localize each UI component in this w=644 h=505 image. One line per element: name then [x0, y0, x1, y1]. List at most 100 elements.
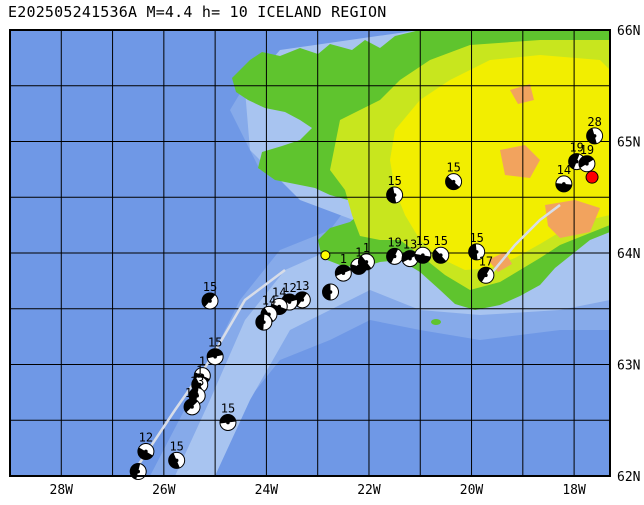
beachball-quadrant [350, 264, 367, 275]
event-marker[interactable]: 15 [414, 234, 432, 264]
event-marker[interactable] [322, 283, 340, 301]
main-event-marker[interactable] [585, 170, 599, 184]
event-depth-label: 15 [387, 174, 401, 188]
beachball-center [392, 254, 397, 259]
beachball-center [190, 405, 194, 409]
event-marker[interactable]: 12 [137, 430, 155, 460]
beachball-center [174, 458, 179, 463]
beachball-center [287, 300, 292, 304]
event-marker[interactable]: 15 [432, 234, 450, 264]
event-marker[interactable]: 19 [578, 143, 596, 173]
beachball-quadrant [219, 414, 236, 424]
event-marker[interactable] [129, 463, 147, 481]
lat-tick-label: 66N [617, 24, 640, 39]
beachball-quadrant [477, 267, 491, 283]
beachball-center [574, 159, 579, 164]
lon-tick-label: 22W [357, 483, 381, 498]
lat-tick-label: 63N [617, 359, 640, 374]
event-depth-label: 15 [203, 280, 217, 294]
event-marker[interactable]: 15 [168, 439, 186, 469]
event-depth-label: 13 [403, 238, 417, 252]
beachball-center [300, 298, 305, 302]
lon-tick-label: 28W [50, 483, 74, 498]
event-depth-label: 19 [387, 235, 401, 249]
event-depth-label: 1 [340, 252, 347, 266]
event-marker[interactable]: 18 [183, 386, 201, 416]
beachball-center [213, 354, 217, 359]
beachball-center [484, 273, 488, 278]
lon-tick-label: 26W [152, 483, 176, 498]
event-depth-label: 14 [557, 163, 571, 177]
event-marker[interactable]: 17 [477, 254, 495, 284]
event-marker[interactable]: 15 [219, 401, 237, 431]
event-depth-label: 14 [262, 293, 276, 307]
event-marker[interactable]: 28 [586, 115, 604, 145]
beachball-center [226, 420, 230, 425]
lat-tick-label: 65N [617, 136, 640, 151]
beachball-quadrant [555, 183, 572, 192]
event-depth-label: 17 [479, 254, 493, 268]
event-depth-label: 1 [199, 355, 206, 369]
event-depth-label: 15 [434, 234, 448, 248]
event-depth-label: 18 [185, 386, 199, 400]
event-depth-label: 1 [355, 245, 362, 259]
event-depth-label: 1 [363, 241, 370, 255]
beachball-center [474, 250, 479, 254]
event-marker[interactable]: 15 [386, 174, 404, 204]
beachball-center [421, 253, 425, 258]
beachball-center [277, 304, 282, 309]
map-title: E202505241536A M=4.4 h= 10 ICELAND REGIO… [8, 3, 387, 21]
beachball-center [195, 393, 199, 398]
beachball-center [208, 299, 212, 303]
lon-tick-label: 18W [562, 483, 586, 498]
event-depth-label: 13 [190, 375, 204, 389]
land-peak-2 [545, 200, 600, 238]
beachball-quadrant [468, 243, 478, 260]
event-marker[interactable]: 15 [206, 336, 224, 366]
event-depth-label: 1 [196, 364, 203, 378]
beachball-center [562, 182, 566, 186]
event-depth-label: 12 [139, 430, 153, 444]
event-marker[interactable]: 15 [468, 231, 486, 261]
beachball-quadrant [386, 187, 397, 204]
lat-tick-label: 62N [617, 470, 640, 485]
island-small [431, 319, 441, 325]
event-depth-label: 15 [416, 234, 430, 248]
beachball-center [197, 382, 202, 387]
event-marker[interactable]: 13 [401, 238, 419, 268]
lon-tick-label: 20W [460, 483, 484, 498]
event-depth-label: 15 [169, 439, 183, 453]
beachball-quadrant [322, 284, 331, 301]
graticule [10, 30, 610, 476]
beachball-quadrant [335, 265, 351, 277]
event-marker[interactable]: 15 [201, 280, 219, 310]
event-depth-label: 19 [580, 143, 594, 157]
beachball-center [364, 260, 369, 264]
event-depth-label: 14 [272, 286, 286, 300]
event-marker[interactable]: 14 [555, 163, 573, 193]
event-marker[interactable]: 1 [357, 241, 375, 271]
beachball-quadrant [386, 248, 399, 264]
axis-labels: 28W 26W 24W 22W 20W 18W 66N 65N 64N 63N 62N [50, 24, 641, 498]
recent-event-dot [320, 250, 331, 261]
event-depth-label: 15 [221, 401, 235, 415]
event-marker[interactable]: 15 [445, 161, 463, 191]
beachball-center [144, 449, 148, 454]
beachball-quadrant [568, 153, 580, 170]
event-depth-label: 13 [295, 279, 309, 293]
beachball-quadrant [402, 250, 418, 263]
beachball-quadrant [414, 253, 431, 264]
lat-tick-label: 64N [617, 247, 640, 262]
event-depth-label: 12 [282, 281, 296, 295]
main-event-dot [585, 170, 599, 184]
beachball-center [408, 256, 412, 261]
beachball-quadrant [137, 447, 153, 460]
event-marker[interactable]: 13 [293, 279, 311, 309]
event-marker[interactable]: 1 [334, 252, 352, 282]
event-marker[interactable] [320, 250, 331, 261]
beachball-center [438, 253, 443, 258]
event-marker[interactable] [255, 313, 273, 331]
beachball-quadrant [168, 453, 180, 469]
